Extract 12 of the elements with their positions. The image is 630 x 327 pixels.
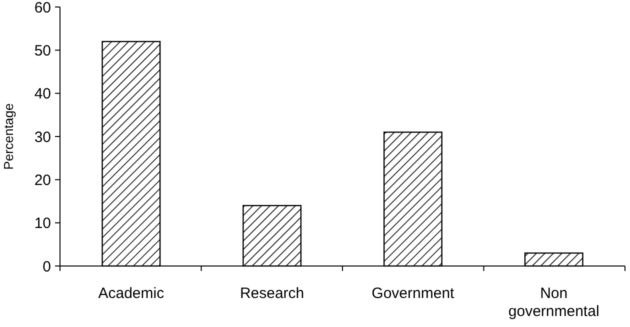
x-tick-label: Non governmental	[508, 285, 600, 320]
y-tick-label: 0	[42, 258, 51, 276]
y-tick-label: 50	[34, 42, 51, 60]
y-tick-label: 20	[34, 172, 51, 189]
y-tick-label: 60	[34, 0, 51, 16]
y-tick-label: 30	[34, 128, 51, 146]
y-axis-title: Percentage	[1, 103, 16, 170]
y-tick-label: 40	[34, 86, 51, 103]
y-tick-label: 10	[34, 215, 51, 232]
x-tick-label: Research	[240, 285, 304, 302]
x-tick-label: Government	[372, 285, 456, 302]
x-tick-label: Academic	[98, 285, 165, 302]
